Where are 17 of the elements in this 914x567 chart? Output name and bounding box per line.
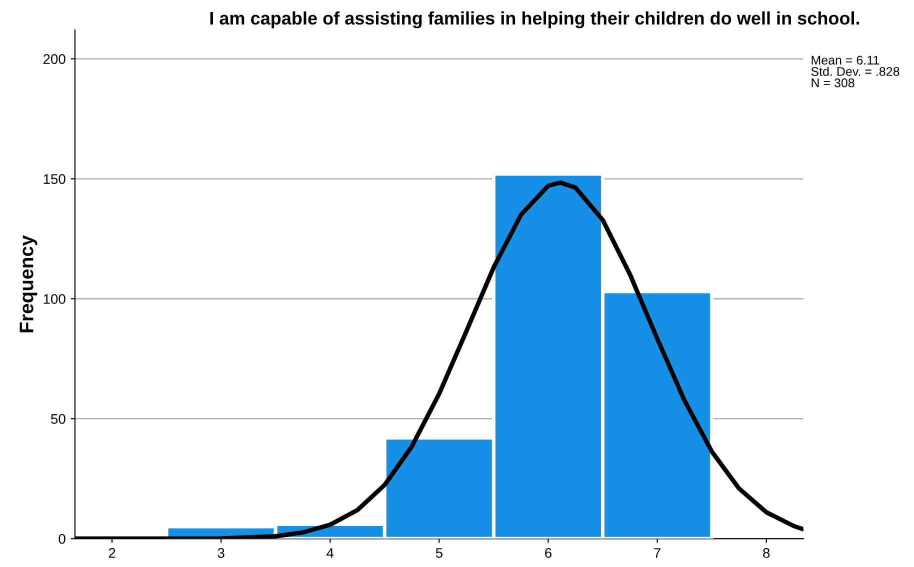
y-tick-label: 50 <box>51 414 66 424</box>
text: N = 308 <box>812 78 854 88</box>
x-tick-label: 6 <box>545 548 552 558</box>
chart-title: I am capable of assisting families in helping their children do well in school. <box>210 11 860 28</box>
x-tick-label: 5 <box>436 548 442 558</box>
x-tick-label: 3 <box>218 548 224 558</box>
x-tick-label: 8 <box>763 548 770 558</box>
text: Mean = 6.11 <box>812 56 880 65</box>
y-tick-label: 200 <box>43 54 66 64</box>
y-axis-title: Frequency <box>20 235 38 332</box>
y-tick-label: 0 <box>58 534 66 544</box>
x-tick-label: 2 <box>108 548 116 558</box>
y-tick-label: 150 <box>44 174 66 184</box>
x-tick-label: 7 <box>654 548 660 558</box>
text: Std. Dev. = .828 <box>811 66 900 76</box>
x-tick-label: 4 <box>326 548 334 558</box>
y-tick-label: 100 <box>44 294 66 304</box>
